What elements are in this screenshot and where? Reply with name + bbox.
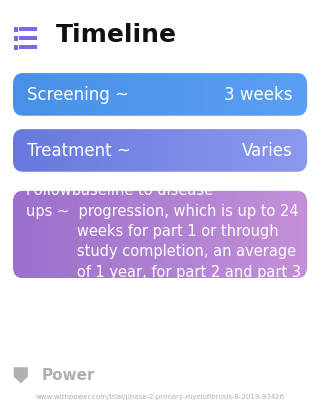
FancyBboxPatch shape xyxy=(14,28,18,33)
Text: Screening ~: Screening ~ xyxy=(27,86,129,104)
FancyBboxPatch shape xyxy=(13,192,307,279)
Text: Treatment ~: Treatment ~ xyxy=(27,142,131,160)
Text: 3 weeks: 3 weeks xyxy=(224,86,293,104)
Text: Varies: Varies xyxy=(242,142,293,160)
Polygon shape xyxy=(14,367,28,384)
Text: Followbaseline to disease
ups ~  progression, which is up to 24
           weeks: Followbaseline to disease ups ~ progress… xyxy=(26,183,300,279)
FancyBboxPatch shape xyxy=(13,74,307,117)
Text: Timeline: Timeline xyxy=(56,23,177,47)
FancyBboxPatch shape xyxy=(19,46,37,50)
Text: Power: Power xyxy=(42,367,95,382)
FancyBboxPatch shape xyxy=(13,130,307,172)
Text: www.withpower.com/trial/phase-2-primary-myelofibrosis-8-2019-93426: www.withpower.com/trial/phase-2-primary-… xyxy=(36,393,284,399)
FancyBboxPatch shape xyxy=(14,46,18,51)
FancyBboxPatch shape xyxy=(19,37,37,41)
FancyBboxPatch shape xyxy=(19,28,37,32)
FancyBboxPatch shape xyxy=(14,37,18,42)
